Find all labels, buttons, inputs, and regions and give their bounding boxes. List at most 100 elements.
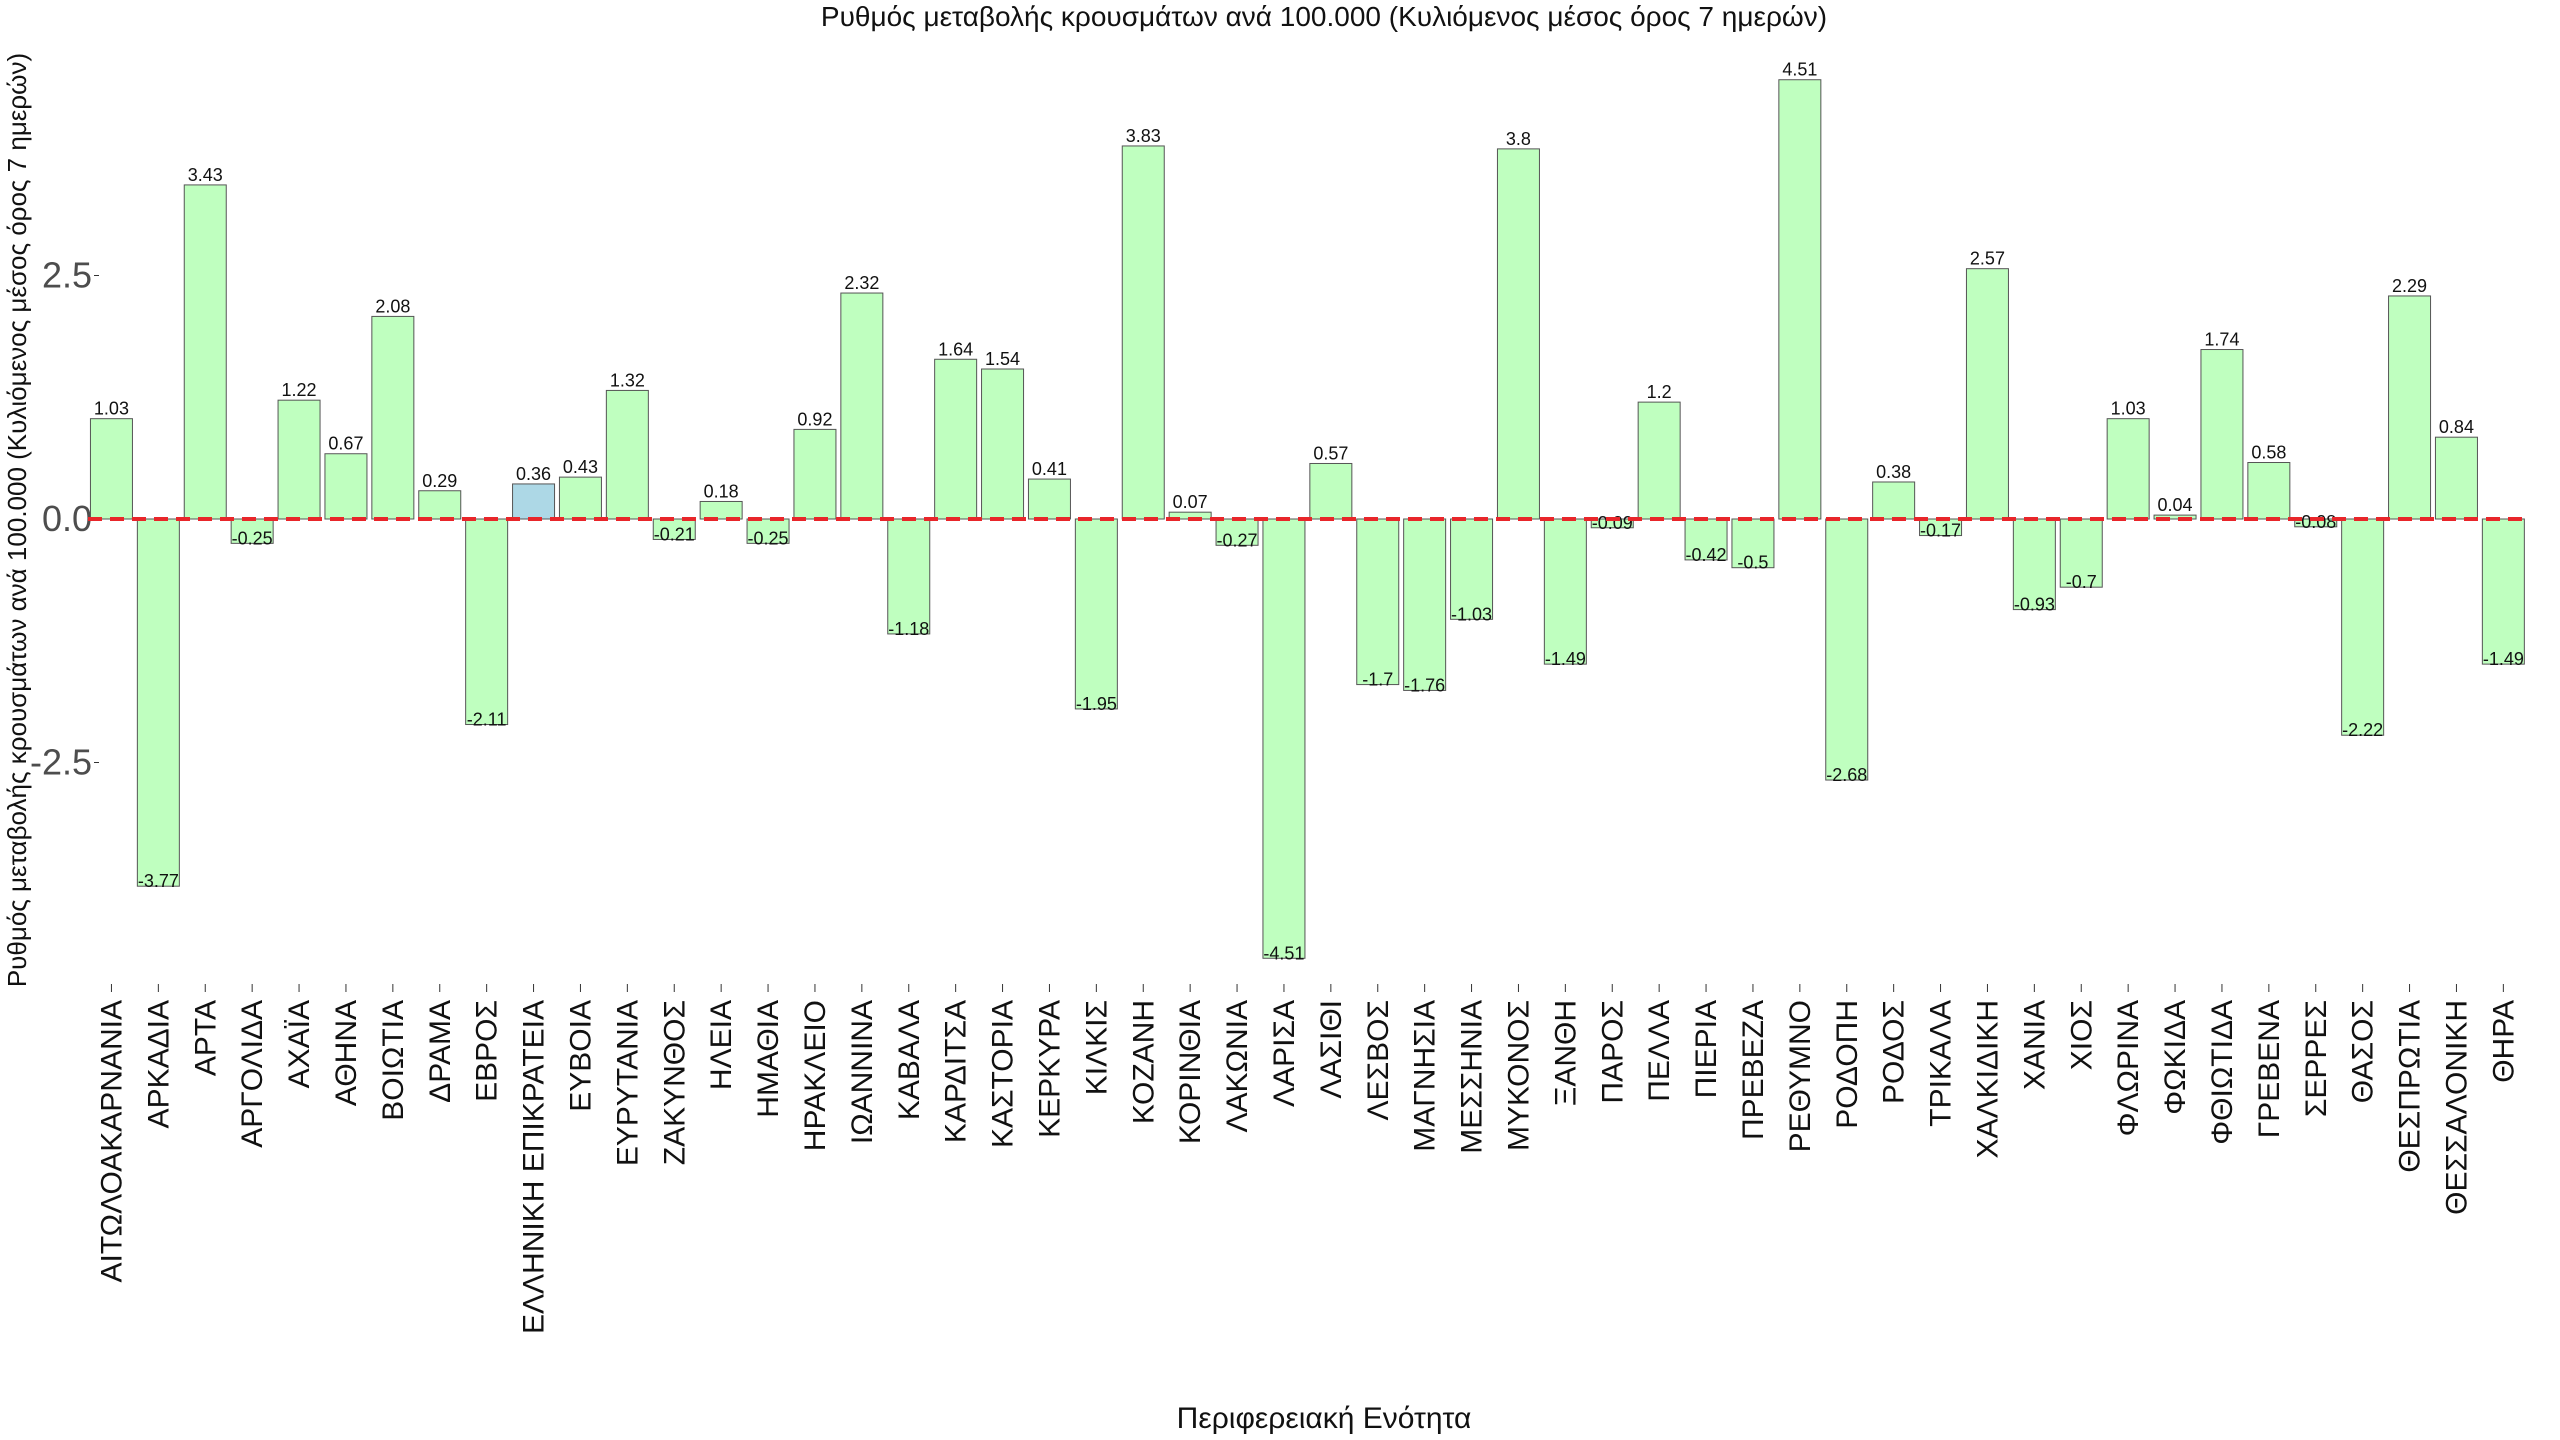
x-tick-label: ΞΑΝΘΗ — [1549, 1000, 1582, 1106]
bar-value-label: 0.36 — [516, 464, 551, 484]
bar-value-label: 0.07 — [1173, 492, 1208, 512]
bar — [512, 483, 556, 520]
y-tick-label: -2.5 — [30, 742, 92, 783]
x-tick-label: ΘΕΣΠΡΩΤΙΑ — [2394, 1000, 2427, 1173]
x-tick-label: ΛΑΣΙΘΙ — [1315, 1000, 1348, 1099]
bar — [418, 490, 462, 520]
x-tick-label: ΔΡΑΜΑ — [424, 1000, 457, 1103]
x-tick-label: ΑΡΤΑ — [189, 1000, 222, 1076]
bar-value-label: -1.49 — [2483, 649, 2524, 669]
bar — [1637, 401, 1681, 520]
bar — [136, 518, 180, 887]
x-tick-label: ΗΛΕΙΑ — [705, 1000, 738, 1090]
bar — [746, 518, 790, 544]
bar-value-label: 0.58 — [2251, 443, 2286, 463]
y-axis-title: Ρυθμός μεταβολής κρουσμάτων ανά 100.000 … — [2, 53, 32, 987]
x-tick-label: ΦΩΚΙΔΑ — [2159, 1000, 2192, 1115]
x-axis: ΑΙΤΩΛΟΑΚΑΡΝΑΝΙΑ ΑΡΚΑΔΙΑ ΑΡΤΑ ΑΡΓΟΛΙΔΑ ΑΧΑΪΑ Α… — [95, 984, 2520, 1334]
bar-value-label: 1.03 — [2111, 399, 2146, 419]
bar — [793, 428, 837, 520]
bar-value-label: 1.03 — [94, 399, 129, 419]
bar-value-label: 0.92 — [797, 409, 832, 429]
bar — [1215, 518, 1259, 546]
y-tick-label: 0.0 — [42, 498, 92, 539]
bar-value-label: 0.43 — [563, 457, 598, 477]
bar — [1496, 148, 1540, 520]
bar — [2153, 514, 2197, 520]
x-tick-label: ΜΑΓΝΗΣΙΑ — [1409, 1000, 1442, 1152]
bar-value-label: 0.38 — [1876, 462, 1911, 482]
x-tick-label: ΦΘΙΩΤΙΔΑ — [2206, 1000, 2239, 1145]
x-tick-label: ΑΧΑΪΑ — [283, 1000, 316, 1088]
x-tick-label: ΙΩΑΝΝΙΝΑ — [846, 1000, 879, 1144]
bar-value-label: 2.29 — [2392, 276, 2427, 296]
bar-value-label: 3.8 — [1506, 129, 1531, 149]
x-tick-label: ΛΑΡΙΣΑ — [1268, 1000, 1301, 1107]
bar-value-label: -3.77 — [138, 871, 179, 891]
bar — [2341, 518, 2385, 736]
x-tick-label: ΕΒΡΟΣ — [471, 1000, 504, 1102]
bar — [89, 418, 133, 520]
bar — [1872, 481, 1916, 520]
bar-value-label: -1.7 — [1362, 670, 1393, 690]
bar-value-label: -0.08 — [2295, 512, 2336, 532]
bar — [605, 389, 649, 520]
bar — [2200, 349, 2244, 520]
x-tick-label: ΧΙΟΣ — [2065, 1000, 2098, 1070]
x-tick-label: ΧΑΛΚΙΔΙΚΗ — [1971, 1000, 2004, 1158]
bar-value-label: 2.57 — [1970, 249, 2005, 269]
bar-value-label: -0.09 — [1592, 513, 1633, 533]
y-axis: -2.5 0.0 2.5 — [30, 255, 99, 783]
bar-series: 1.03 -3.77 3.43 -0.25 1.22 0.67 2.08 0.29 -2.11 0… — [89, 60, 2525, 963]
x-tick-label: ΡΕΘΥΜΝΟ — [1784, 1000, 1817, 1152]
bar — [1121, 145, 1165, 520]
bar-value-label: 0.04 — [2158, 495, 2193, 515]
bar — [2012, 518, 2056, 611]
bar-value-label: 2.08 — [375, 296, 410, 316]
bar — [1356, 518, 1400, 686]
bar-value-label: -2.68 — [1826, 765, 1867, 785]
bar — [840, 292, 884, 520]
bar-value-label: -0.7 — [2066, 572, 2097, 592]
bar — [2388, 295, 2432, 520]
x-tick-label: ΕΛΛΗΝΙΚΗ ΕΠΙΚΡΑΤΕΙΑ — [518, 1000, 551, 1334]
bar-value-label: -1.76 — [1404, 675, 1445, 695]
bar — [1731, 518, 1775, 569]
x-tick-label: ΜΥΚΟΝΟΣ — [1502, 1000, 1535, 1151]
y-tick-label: 2.5 — [42, 255, 92, 296]
bar-value-label: -0.42 — [1686, 545, 1727, 565]
bar — [1403, 518, 1447, 691]
bar — [934, 358, 978, 520]
bar-value-label: -0.5 — [1737, 553, 1768, 573]
bar — [1684, 518, 1728, 561]
bar — [2059, 518, 2103, 588]
x-tick-label: ΠΡΕΒΕΖΑ — [1737, 1000, 1770, 1140]
bar — [1965, 268, 2009, 520]
x-tick-label: ΕΥΒΟΙΑ — [564, 1000, 597, 1112]
bar — [558, 476, 602, 520]
bar-value-label: -1.95 — [1076, 694, 1117, 714]
x-tick-label: ΗΜΑΘΙΑ — [752, 1000, 785, 1118]
bar-value-label: 1.74 — [2204, 330, 2239, 350]
bar-value-label: 3.83 — [1126, 126, 1161, 146]
bar — [2481, 518, 2525, 665]
x-axis-title: Περιφερειακή Ενότητα — [1177, 1402, 1472, 1435]
x-tick-label: ΚΑΣΤΟΡΙΑ — [987, 1000, 1020, 1148]
x-tick-label: ΦΛΩΡΙΝΑ — [2112, 1000, 2145, 1136]
bar-value-label: 2.32 — [844, 273, 879, 293]
bar — [981, 368, 1025, 520]
x-tick-label: ΠΕΛΛΑ — [1643, 1000, 1676, 1102]
bar — [183, 184, 227, 520]
x-tick-label: ΛΑΚΩΝΙΑ — [1221, 1000, 1254, 1133]
bar — [371, 315, 415, 520]
x-tick-label: ΛΕΣΒΟΣ — [1362, 1000, 1395, 1120]
bar — [277, 399, 321, 520]
bar-value-label: -1.03 — [1451, 604, 1492, 624]
x-tick-label: ΚΙΛΚΙΣ — [1080, 1000, 1113, 1095]
bar — [2247, 462, 2291, 520]
x-tick-label: ΚΑΒΑΛΑ — [893, 1000, 926, 1120]
bar-value-label: 3.43 — [188, 165, 223, 185]
bar-value-label: 4.51 — [1782, 60, 1817, 80]
x-tick-label: ΘΕΣΣΑΛΟΝΙΚΗ — [2440, 1000, 2473, 1215]
